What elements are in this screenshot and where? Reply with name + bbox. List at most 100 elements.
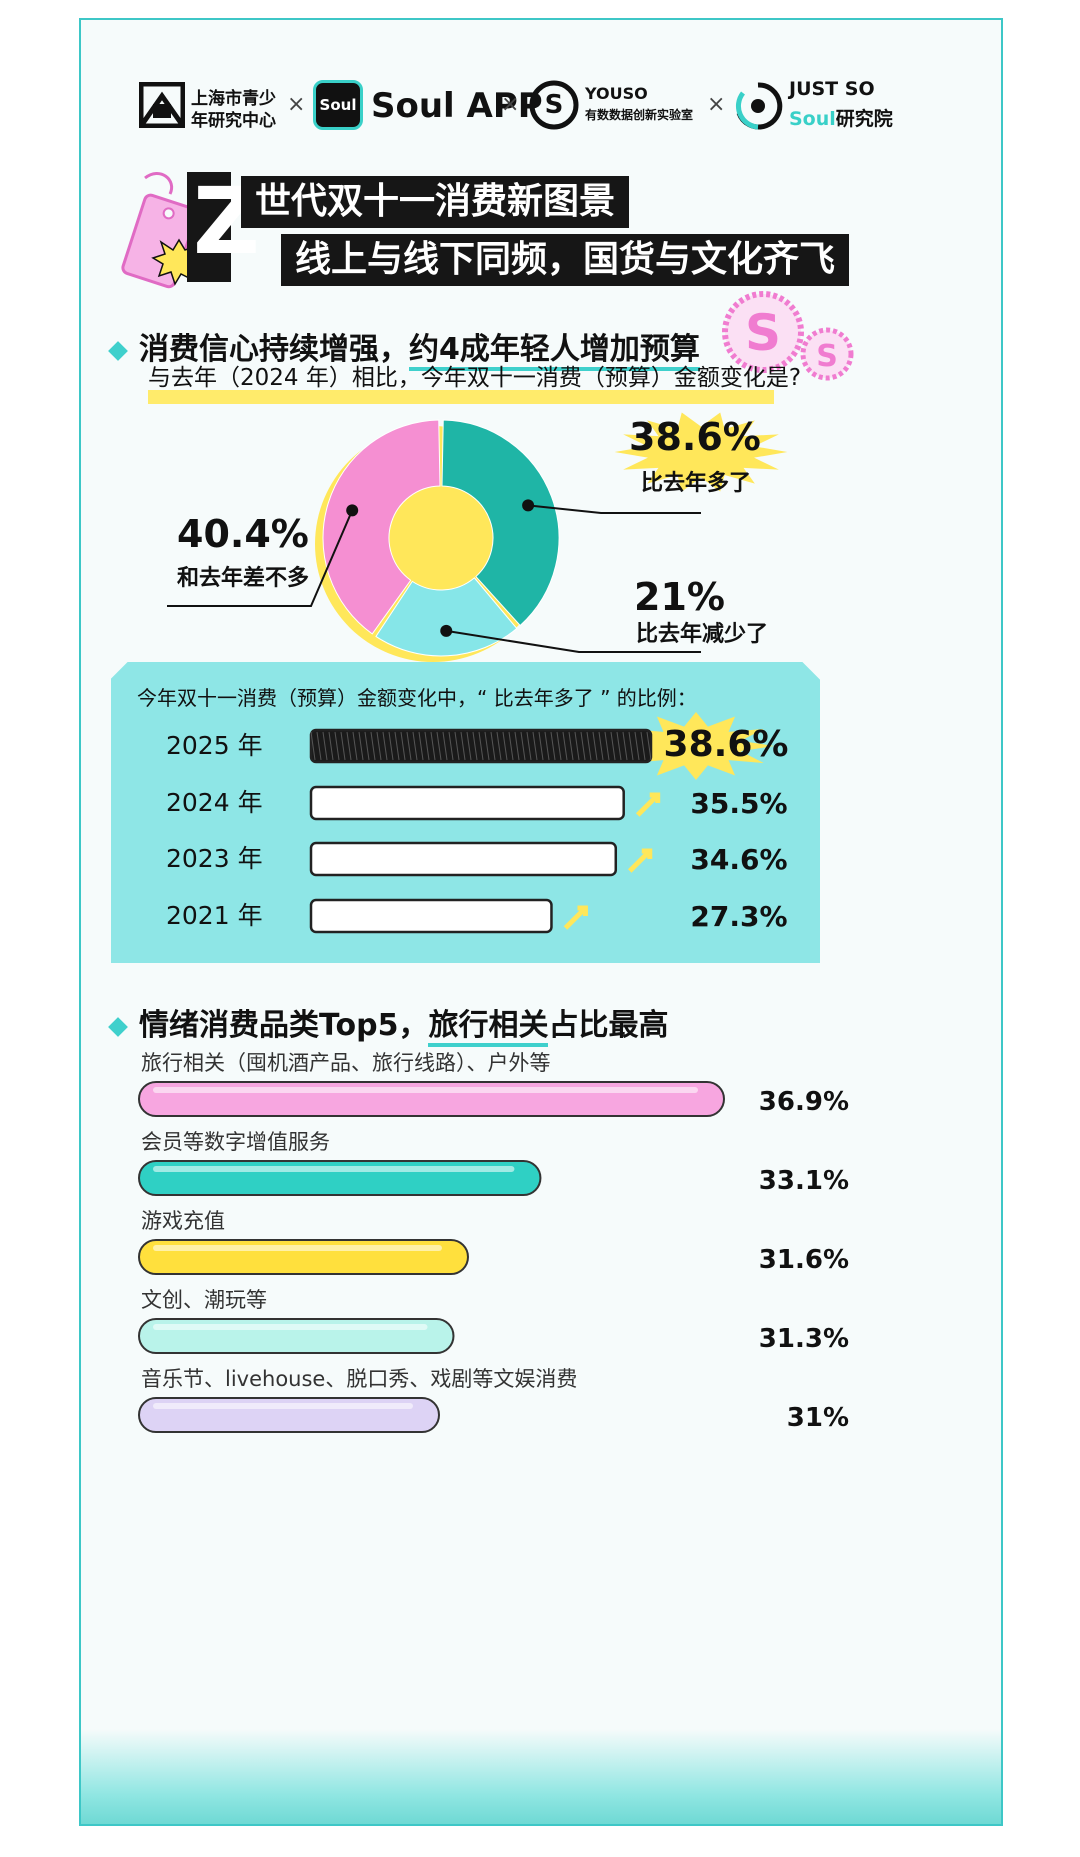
year-bar-texture (496, 731, 502, 761)
question-highlight (148, 390, 774, 404)
year-bar-texture (370, 731, 376, 761)
logo-youth-center: 上海市青少 年研究中心 (139, 82, 279, 131)
year-bar-texture (484, 731, 490, 761)
year-bar-texture (436, 731, 442, 761)
section1-heading-emph: 约4成年轻人增加预算 (409, 332, 700, 371)
year-bar-texture (550, 731, 556, 761)
youth-center-line1: 上海市青少 (191, 89, 276, 109)
year-label: 2024 年 (166, 788, 263, 817)
category-bar-shine (153, 1166, 515, 1172)
donut-leader-dot (522, 499, 535, 512)
logo-soul-app: Soul Soul APP (313, 78, 543, 134)
justso-soul-word: Soul (789, 108, 836, 130)
category-label: 文创、潮玩等 (141, 1288, 267, 1312)
donut-leader-line (527, 504, 701, 514)
year-bar-texture (406, 731, 412, 761)
year-bar-texture (580, 731, 586, 761)
section1-question: 与去年（2024 年）相比，今年双十一消费（预算）金额变化是? (148, 365, 802, 391)
year-bar-texture (538, 731, 544, 761)
donut-same-pct: 40.4% (177, 512, 309, 556)
category-label: 会员等数字增值服务 (141, 1130, 330, 1154)
category-value-label: 36.9% (759, 1087, 849, 1117)
top5-bar-chart: 旅行相关（囤机酒产品、旅行线路）、户外等 36.9% 会员等数字增值服务 33.1% 游… (138, 1051, 849, 1433)
year-bar-texture (478, 731, 484, 761)
year-bar-texture (502, 731, 508, 761)
dollar-sticker-icon: S S (722, 291, 854, 381)
year-bar-texture (316, 731, 322, 761)
separator-x: × (707, 92, 726, 117)
year-bar-texture (592, 731, 598, 761)
category-label: 游戏充值 (141, 1209, 225, 1233)
year-bar (309, 898, 553, 934)
soul-app-badge: Soul (313, 80, 363, 130)
donut-same-label: 和去年差不多 (177, 566, 310, 591)
category-label: 音乐节、livehouse、脱口秀、戏剧等文娱消费 (141, 1367, 577, 1391)
donut-more-pct: 38.6% (629, 415, 761, 459)
year-bar-texture (376, 731, 382, 761)
year-bar-texture (394, 731, 400, 761)
year-bar-texture (442, 731, 448, 761)
justso-line1: JUST SO (789, 78, 875, 100)
svg-text:S: S (545, 90, 564, 120)
justso-institute-word: 研究院 (835, 108, 893, 130)
separator-x: × (501, 92, 520, 117)
year-bar-texture (562, 731, 568, 761)
year-bar-texture (514, 731, 520, 761)
year-bar-texture (340, 731, 346, 761)
year-bar-texture (346, 731, 352, 761)
soul-app-text: Soul APP (371, 86, 543, 126)
up-arrow-icon (635, 792, 661, 817)
year-bar-texture (472, 731, 478, 761)
year-bar-texture (412, 731, 418, 761)
title-big-letter-bar (187, 172, 231, 282)
donut-chart (167, 412, 788, 662)
year-bar-texture (532, 731, 538, 761)
year-bar-texture (382, 731, 388, 761)
year-bar-chart: 2025 年 38.6% 2024 年 35.5% 2023 年 34.6% 2021 年 2… (166, 712, 789, 934)
year-bar-texture (322, 731, 328, 761)
year-bar-texture (508, 731, 514, 761)
price-tag-icon (121, 171, 203, 289)
year-bar-texture (424, 731, 430, 761)
youso-line2: 有数数据创新实验室 (585, 108, 694, 122)
diamond-bullet-icon (108, 1016, 128, 1037)
year-bar-texture (646, 731, 652, 761)
youso-logo-icon: S (529, 80, 579, 130)
year-label: 2023 年 (166, 844, 263, 873)
year-bar (309, 785, 625, 821)
up-arrow-icon (563, 905, 588, 930)
year-bar-texture (616, 731, 622, 761)
title-line1: 世代双十一消费新图景 (241, 176, 630, 228)
category-bar-shine (153, 1087, 698, 1093)
title-line2: 线上与线下同频，国货与文化齐飞 (281, 234, 850, 286)
section1-heading-plain: 消费信心持续增强， (139, 332, 409, 367)
year-value-label: 38.6% (664, 724, 789, 765)
category-value-label: 31.6% (759, 1245, 849, 1275)
year-bar-texture (364, 731, 370, 761)
separator-x: × (287, 92, 306, 117)
year-label: 2025 年 (166, 731, 263, 760)
donut-slice-1 (441, 419, 560, 627)
year-label: 2021 年 (166, 901, 263, 930)
logo-youso: S YOUSO 有数数据创新实验室 (529, 78, 699, 134)
year-bar-texture (568, 731, 574, 761)
year-bar-texture (634, 731, 640, 761)
year-value-label: 35.5% (690, 787, 787, 820)
year-bar-texture (526, 731, 532, 761)
year-bar-texture (358, 731, 364, 761)
category-bar-shine (153, 1245, 442, 1251)
year-bar-texture (586, 731, 592, 761)
category-value-label: 31.3% (759, 1324, 849, 1354)
diamond-bullet-icon (108, 340, 128, 361)
youth-center-logo-icon (139, 82, 185, 128)
donut-more-label: 比去年多了 (641, 471, 752, 496)
year-bar-texture (328, 731, 334, 761)
category-bar-shine (153, 1403, 413, 1409)
year-bar-texture (466, 731, 472, 761)
year-value-label: 27.3% (690, 900, 787, 933)
section2-heading-tail: 占比最高 (548, 1008, 669, 1043)
panel-caption: 今年双十一消费（预算）金额变化中，“ 比去年多了 ” 的比例： (137, 686, 697, 710)
section2-heading-emph: 旅行相关 (428, 1008, 549, 1047)
justso-line2: Soul研究院 (789, 104, 893, 131)
year-bar-texture (628, 731, 634, 761)
